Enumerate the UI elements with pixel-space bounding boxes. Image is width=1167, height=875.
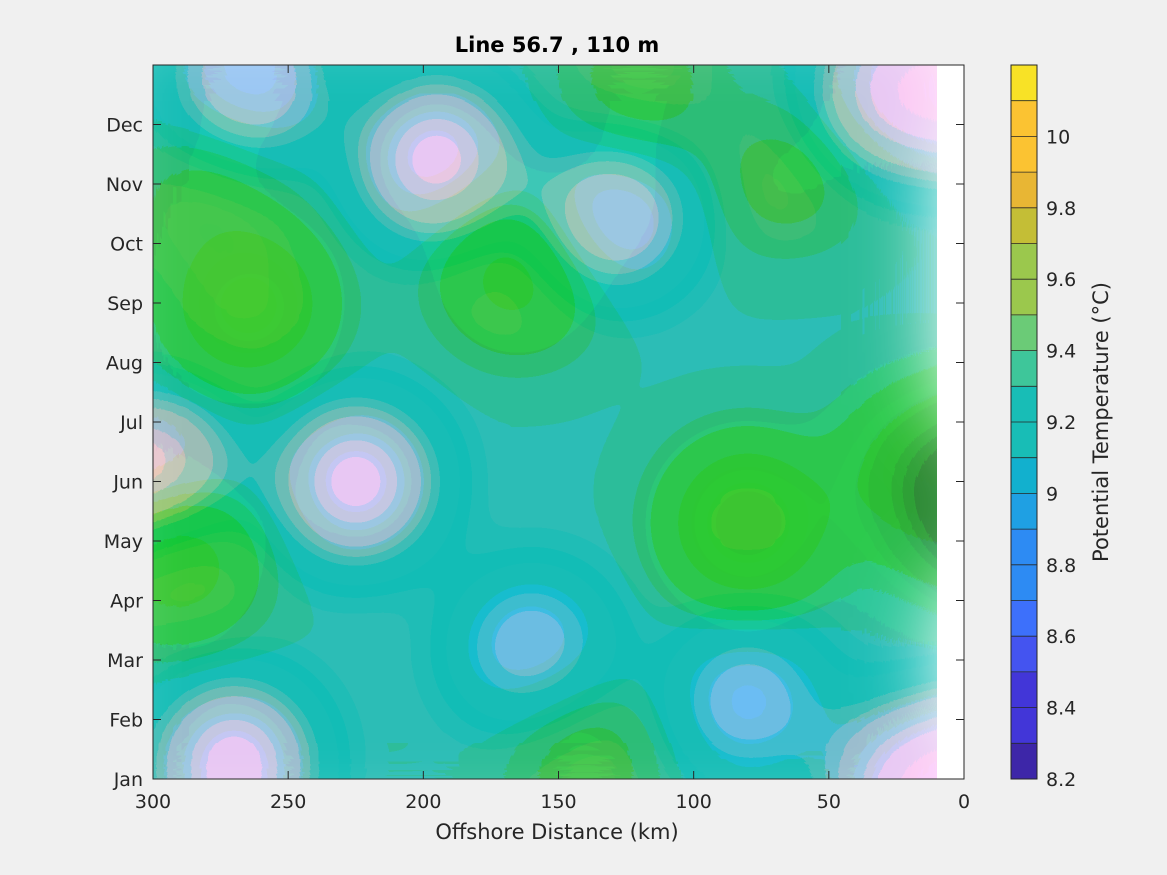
colorbar-band (1011, 314, 1037, 352)
colorbar-band (1011, 671, 1037, 709)
contour-feature (366, 90, 507, 231)
colorbar-tick-label: 9.8 (1046, 198, 1076, 220)
x-tick-label: 100 (676, 791, 712, 813)
colorbar-band (1011, 600, 1037, 637)
colorbar-band (1011, 707, 1037, 744)
colorbar-band (1011, 529, 1037, 566)
colorbar-band (1011, 350, 1037, 387)
y-tick-label: Nov (106, 174, 143, 196)
y-tick-label: Dec (106, 115, 143, 137)
x-tick-label: 150 (540, 791, 576, 813)
colorbar-tick-label: 9.4 (1046, 341, 1076, 363)
colorbar-band (1011, 457, 1037, 494)
contour-feature (731, 233, 872, 373)
y-tick-label: Mar (107, 650, 143, 672)
chart-title: Line 56.7 , 110 m (455, 33, 660, 57)
x-tick-label: 200 (405, 791, 441, 813)
colorbar-band (1011, 386, 1037, 423)
contour-field (153, 65, 938, 779)
y-tick-label: Oct (110, 234, 143, 256)
contour-feature (569, 65, 710, 159)
no-data-strip (937, 65, 938, 779)
colorbar-band (1011, 100, 1037, 137)
x-tick-label: 250 (270, 791, 306, 813)
colorbar-tick-label: 10 (1046, 126, 1070, 148)
contour-feature (542, 143, 683, 284)
y-tick-label: Feb (109, 710, 143, 732)
colorbar-band (1011, 743, 1037, 780)
colorbar-band (1011, 65, 1037, 102)
contour-feature (839, 709, 938, 779)
colorbar-frame (1010, 64, 1038, 780)
contour-feature (153, 131, 278, 272)
contour-feature (153, 494, 250, 635)
contour-feature (529, 411, 669, 552)
contour-feature (285, 411, 426, 552)
colorbar-band (1011, 136, 1037, 173)
colorbar-band (1011, 564, 1037, 601)
contour-feature (164, 691, 305, 779)
y-tick-label: Apr (110, 591, 143, 613)
contour-feature (826, 65, 938, 165)
colorbar: 8.2 8.4 8.6 8.8 9 9.2 9.4 9.6 9.8 10 (1010, 64, 1076, 791)
y-axis: Jan Feb Mar Apr May Jun Jul Aug Sep Oct Nov Dec (104, 115, 964, 791)
contour-feature (461, 578, 602, 719)
y-tick-label: Jul (119, 412, 143, 434)
colorbar-band (1011, 172, 1037, 209)
x-tick-label: 0 (958, 791, 970, 813)
colorbar-tick-label: 8.2 (1046, 769, 1076, 791)
x-tick-label: 300 (135, 791, 171, 813)
colorbar-tick-label: 9.2 (1046, 412, 1076, 434)
colorbar-label: Potential Temperature (°C) (1089, 282, 1113, 562)
colorbar-band (1011, 493, 1037, 530)
colorbar-tick-label: 8.8 (1046, 555, 1076, 577)
y-tick-label: Sep (107, 293, 143, 315)
colorbar-tick-label: 8.4 (1046, 698, 1076, 720)
x-axis-label: Offshore Distance (km) (435, 820, 678, 844)
colorbar-tick-label: 9 (1046, 483, 1058, 505)
y-tick-label: Jan (113, 769, 143, 791)
x-axis: 300 250 200 150 100 50 0 (135, 65, 970, 813)
y-tick-label: Aug (106, 353, 143, 375)
contour-feature (515, 691, 656, 779)
y-tick-label: May (104, 531, 143, 553)
colorbar-band (1011, 422, 1037, 459)
y-tick-label: Jun (112, 472, 143, 494)
colorbar-band (1011, 243, 1037, 280)
contour-feature (677, 631, 818, 772)
contour-feature (853, 399, 938, 540)
colorbar-band (1011, 636, 1037, 673)
contour-feature (677, 453, 818, 594)
colorbar-tick-label: 9.6 (1046, 269, 1076, 291)
x-tick-label: 50 (817, 791, 841, 813)
colorbar-band (1011, 207, 1037, 244)
colorbar-tick-label: 8.6 (1046, 626, 1076, 648)
contour-feature (718, 114, 859, 254)
colorbar-band (1011, 279, 1037, 316)
